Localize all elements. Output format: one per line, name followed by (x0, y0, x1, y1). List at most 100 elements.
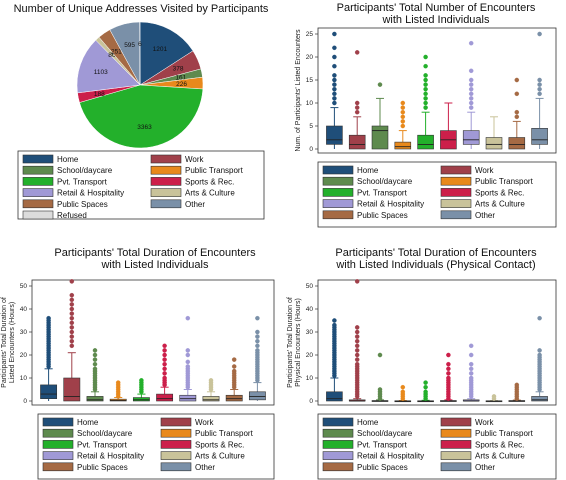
legend-label-home: Home (357, 166, 379, 175)
y-tick-label: 20 (306, 54, 314, 61)
legend-label-public-transport: Public Transport (185, 166, 244, 175)
outlier-sports-rec (162, 371, 167, 376)
legend-frame (17, 150, 265, 220)
legend-swatch-home (22, 154, 54, 164)
legend-swatch-school-daycare (22, 165, 54, 175)
legend-label-arts-culture: Arts & Culture (185, 189, 235, 198)
outlier-other (537, 352, 542, 358)
outlier-retail-hospitality (468, 91, 474, 97)
outlier-work (69, 292, 75, 298)
legend-swatch-public-spaces (322, 210, 354, 220)
outlier-home (332, 82, 337, 87)
outlier-other (255, 338, 260, 344)
outlier-other (537, 348, 542, 353)
outlier-school-daycare (377, 352, 383, 358)
outlier-public-spaces (514, 77, 520, 83)
legend-swatch-work (160, 417, 192, 427)
legend-swatch-retail-hospitality (322, 199, 354, 208)
outlier-home (332, 73, 337, 78)
legend-swatch-arts-culture (440, 451, 472, 460)
legend-label-sports-rec: Sports & Rec. (185, 177, 234, 186)
legend-label-retail-hospitality: Retail & Hospitality (357, 200, 424, 209)
outlier-work (354, 329, 360, 335)
outlier-home (332, 318, 337, 323)
y-axis-label: Participants' Total Duration of (1, 297, 8, 388)
legend-label-retail-hospitality: Retail & Hospitality (77, 452, 144, 461)
legend-label-pvt-transport: Pvt. Transport (357, 440, 408, 449)
outlier-sports-rec (446, 366, 451, 372)
legend-label-public-transport: Public Transport (475, 429, 534, 438)
legend-label-other: Other (475, 211, 495, 220)
legend-swatch-other (150, 199, 182, 209)
outlier-work (354, 279, 360, 284)
y-tick-label: 10 (306, 100, 314, 107)
y-axis-label: Num. of Participants' Listed Encounters (295, 29, 302, 152)
legend-label-other: Other (195, 463, 215, 472)
outlier-work (354, 338, 360, 344)
box-other (531, 396, 548, 402)
outlier-pvt-transport (139, 378, 144, 383)
outlier-home (332, 86, 337, 92)
legend-label-school-daycare: School/daycare (357, 429, 413, 438)
outlier-home (46, 315, 51, 321)
box-other (248, 391, 266, 401)
pie-slice-retail-hospitality (76, 39, 141, 94)
outlier-retail-hospitality (185, 352, 191, 358)
outlier-home (332, 77, 337, 83)
box-work (63, 377, 81, 402)
pie-slice-home (139, 21, 194, 86)
legend-label-school-daycare: School/daycare (57, 166, 113, 175)
legend-swatch-school-daycare (322, 428, 354, 438)
legend-label-retail-hospitality: Retail & Hospitality (57, 189, 124, 198)
box-public-transport (109, 398, 127, 402)
box-public-spaces (508, 137, 526, 150)
outlier-school-daycare (377, 82, 383, 87)
legend-label-pvt-transport: Pvt. Transport (57, 177, 108, 186)
y-tick-label: 15 (306, 77, 314, 84)
legend-swatch-pvt-transport (22, 177, 54, 186)
legend-swatch-arts-culture (150, 188, 182, 197)
outlier-work (69, 302, 75, 307)
legend-label-pvt-transport: Pvt. Transport (357, 188, 408, 197)
outlier-work (69, 334, 75, 339)
y-axis-label: Participants' Total Duration of (287, 297, 294, 388)
outlier-public-spaces (514, 382, 520, 388)
box-arts-culture (202, 396, 220, 402)
outlier-work (69, 338, 75, 344)
legend-label-work: Work (195, 418, 215, 427)
legend-label-sports-rec: Sports & Rec. (475, 188, 524, 197)
outlier-pvt-transport (423, 63, 428, 69)
outlier-other (255, 329, 260, 335)
box-public-spaces (225, 394, 243, 402)
box-title-line-1: Participants' Total Duration of Encounte… (54, 247, 256, 259)
outlier-public-transport (400, 109, 406, 115)
outlier-pvt-transport (423, 96, 428, 101)
outlier-pvt-transport (423, 389, 428, 395)
legend-frame (317, 161, 557, 228)
outlier-home (332, 45, 337, 51)
outlier-public-transport (400, 389, 406, 395)
y-tick-label: 30 (306, 329, 314, 336)
outlier-school-daycare (377, 387, 383, 392)
y-tick-label: 10 (306, 375, 314, 382)
outlier-work (69, 343, 75, 349)
outlier-arts-culture (208, 378, 214, 383)
outlier-sports-rec (162, 366, 167, 372)
outlier-public-spaces (231, 364, 237, 369)
encounters-duration-panel: Participants' Total Duration of Encounte… (1, 247, 275, 480)
outlier-work (354, 352, 360, 358)
legend-swatch-public-transport (160, 428, 192, 438)
pie-chart-title: Number of Unique Addresses Visited by Pa… (14, 3, 269, 15)
y-tick-label: 40 (306, 306, 314, 313)
outlier-sports-rec (162, 361, 167, 367)
outlier-school-daycare (92, 348, 98, 353)
y-tick-label: 20 (306, 352, 314, 359)
box-school-daycare (86, 396, 104, 402)
outlier-sports-rec (446, 375, 451, 381)
physical-duration-panel: Participants' Total Duration of Encounte… (287, 247, 557, 480)
outlier-home (332, 100, 337, 106)
outlier-sports-rec (162, 348, 167, 353)
y-tick-label: 5 (309, 123, 313, 130)
outlier-pvt-transport (423, 86, 428, 92)
outlier-pvt-transport (423, 82, 428, 87)
